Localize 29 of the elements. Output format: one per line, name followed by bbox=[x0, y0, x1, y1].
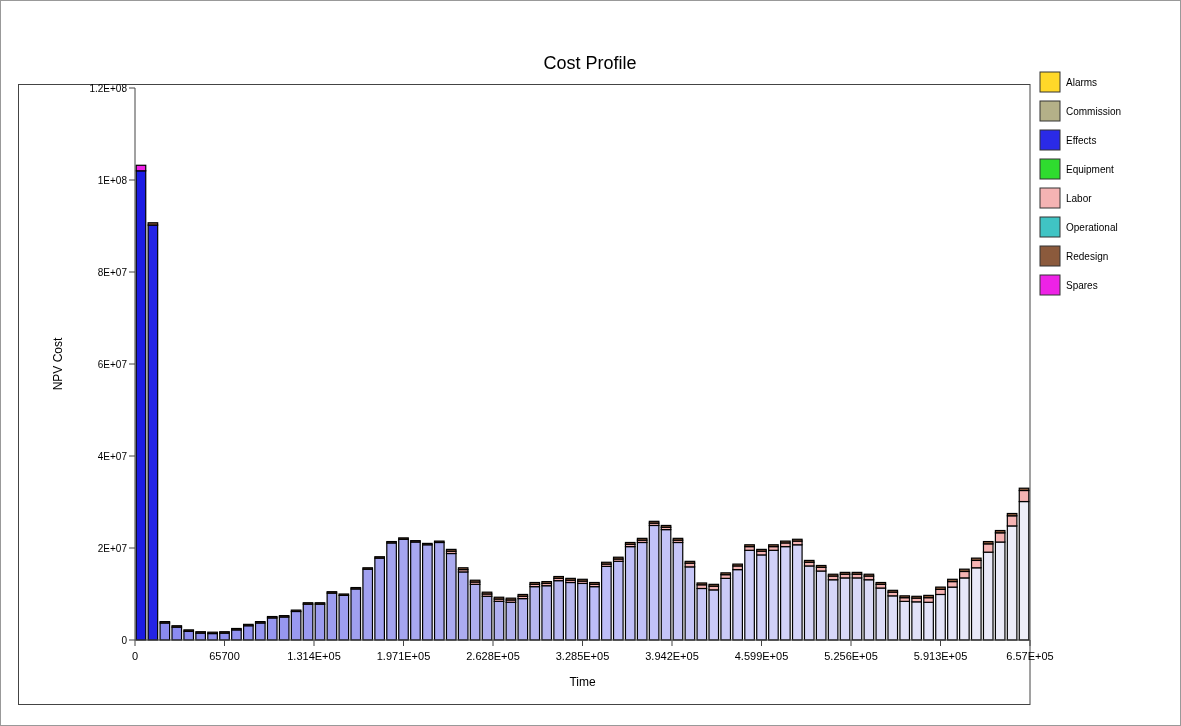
x-tick-label: 3.285E+05 bbox=[555, 650, 610, 662]
y-tick-label: 6E+07 bbox=[97, 359, 128, 370]
x-axis-title: Time bbox=[569, 675, 596, 689]
legend-label: Effects bbox=[1066, 135, 1097, 146]
y-tick-label: 8E+07 bbox=[97, 267, 128, 278]
legend-label: Equipment bbox=[1066, 164, 1115, 175]
y-tick-label: 0 bbox=[121, 635, 128, 646]
x-tick-label: 5.913E+05 bbox=[913, 650, 968, 662]
legend-label: Alarms bbox=[1066, 77, 1098, 88]
y-tick-label: 4E+07 bbox=[97, 451, 128, 462]
x-tick-label: 3.942E+05 bbox=[645, 650, 699, 662]
legend-label: Commission bbox=[1066, 106, 1122, 117]
y-tick-label: 1E+08 bbox=[97, 175, 128, 186]
x-tick-label: 65700 bbox=[209, 650, 240, 662]
legend-label: Spares bbox=[1066, 280, 1098, 291]
legend-label: Operational bbox=[1066, 222, 1118, 233]
y-axis-title: NPV Cost bbox=[51, 337, 65, 391]
x-tick-label: 1.314E+05 bbox=[287, 650, 341, 662]
y-tick-label: 2E+07 bbox=[97, 543, 128, 554]
x-tick-label: 6.57E+05 bbox=[1006, 650, 1054, 662]
x-tick-label: 0 bbox=[131, 650, 139, 662]
y-tick-label: 1.2E+08 bbox=[89, 83, 128, 94]
x-tick-label: 5.256E+05 bbox=[824, 650, 878, 662]
legend-label: Redesign bbox=[1066, 251, 1109, 262]
legend-label: Labor bbox=[1066, 193, 1093, 204]
chart-title: Cost Profile bbox=[543, 53, 637, 73]
x-tick-label: 1.971E+05 bbox=[376, 650, 431, 662]
x-tick-label: 2.628E+05 bbox=[466, 650, 520, 662]
x-tick-label: 4.599E+05 bbox=[734, 650, 789, 662]
